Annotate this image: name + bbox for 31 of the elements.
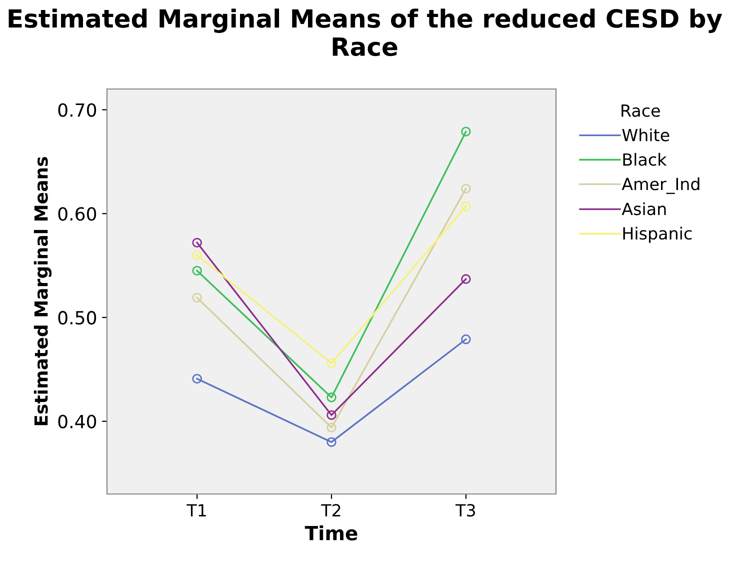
y-tick-label: 0.50 <box>58 310 96 325</box>
point <box>326 437 336 447</box>
point <box>461 334 471 344</box>
point <box>461 184 471 194</box>
point <box>461 126 471 136</box>
point <box>192 238 202 248</box>
legend-label: White <box>622 128 670 142</box>
y-tick-label: 0.70 <box>58 103 96 117</box>
legend-label: Hispanic <box>623 226 692 243</box>
legend-label: Amer_Ind <box>622 177 700 194</box>
y-tick-label: 0.60 <box>58 207 96 221</box>
point <box>326 410 336 420</box>
legend-label: Black <box>623 152 667 166</box>
point <box>461 274 471 284</box>
point <box>461 201 471 212</box>
x-tick-label: T2 <box>321 504 340 516</box>
legend-label: Asian <box>622 202 666 216</box>
point <box>192 374 202 384</box>
y-axis-title: Estimated Marginal Means <box>34 157 52 426</box>
point <box>326 422 336 432</box>
point <box>192 266 202 276</box>
legend-title: Race <box>622 104 660 117</box>
y-tick-label: 0.40 <box>58 414 96 428</box>
point <box>192 292 202 303</box>
x-axis-title: Time <box>304 525 358 540</box>
point <box>192 250 202 260</box>
x-tick-label: T1 <box>186 504 206 516</box>
point <box>326 392 336 402</box>
point <box>326 358 336 368</box>
chart-title: Estimated Marginal Means of the reduced CESD by Race <box>8 8 722 56</box>
x-tick-label: T3 <box>455 504 475 517</box>
